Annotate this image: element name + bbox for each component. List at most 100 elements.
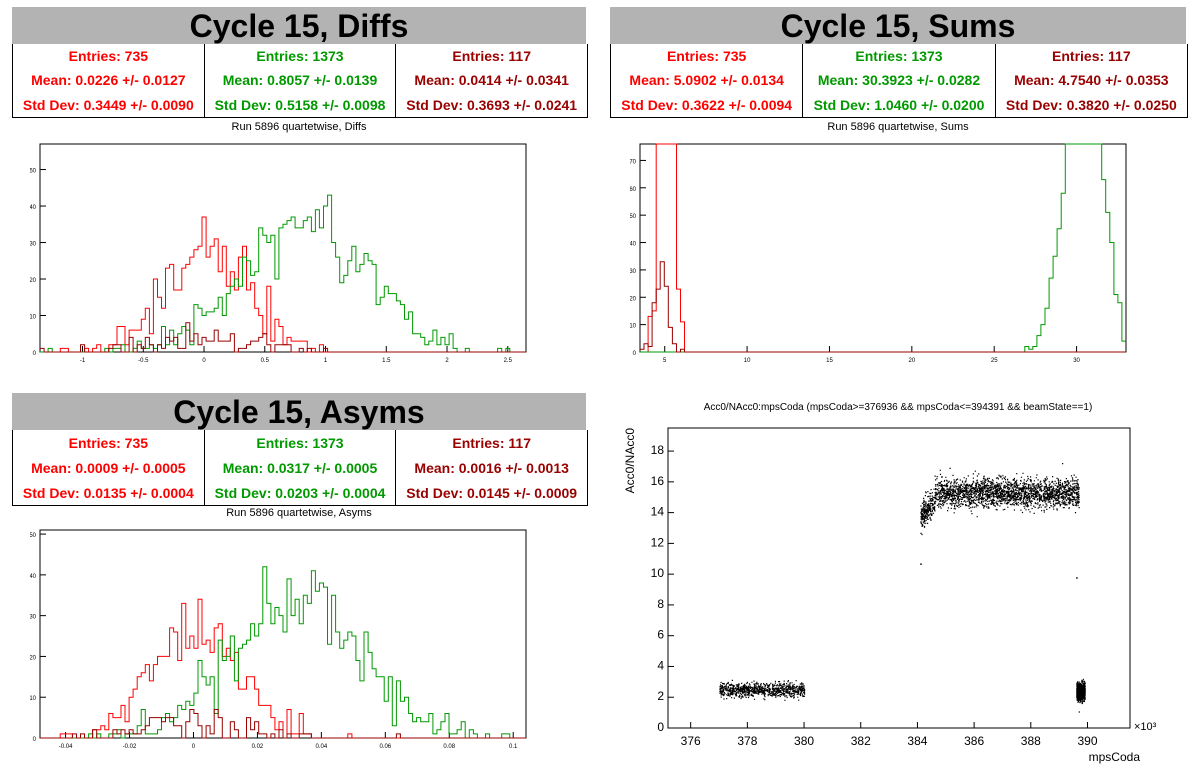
entries-text: Entries: 117 — [452, 48, 531, 65]
x-tick-label: 2 — [445, 358, 449, 364]
asyms-title: Cycle 15, Asyms — [12, 393, 586, 430]
y-tick-label: 12 — [651, 535, 665, 549]
scatter-cluster-0 — [719, 679, 806, 701]
x-tick-label: -0.02 — [123, 744, 137, 750]
mean-text: Mean: 5.0902 +/- 0.0134 — [629, 72, 784, 89]
x-tick-label: 15 — [826, 358, 833, 364]
y-tick-label: 20 — [30, 278, 37, 284]
y-tick-label: 60 — [630, 187, 637, 193]
y-tick-label: 70 — [630, 159, 637, 165]
scatter-plot: 376 378 380 382 384 386 388 390 0 2 4 6 8 10 12 14 16 18 ×… — [623, 427, 1157, 764]
x-tick-label: 5 — [663, 358, 667, 364]
histogram-series-0 — [40, 216, 526, 353]
x-tick-label: 10 — [744, 358, 751, 364]
y-tick-label: 20 — [630, 296, 637, 302]
sums-title: Cycle 15, Sums — [610, 7, 1186, 44]
x-tick-label: -1 — [80, 358, 86, 364]
y-tick-label: 50 — [630, 214, 637, 220]
y-tick-label: 50 — [30, 169, 37, 175]
y-tick-label: 14 — [651, 505, 665, 519]
y-tick-label: 2 — [657, 689, 664, 703]
x-scale-label: ×10³ — [1134, 721, 1157, 733]
y-tick-label: 30 — [630, 269, 637, 275]
x-tick-label: 376 — [681, 734, 701, 748]
y-tick-label: 50 — [30, 533, 37, 539]
y-tick-label: 40 — [30, 574, 37, 580]
stats-green: Entries: 1373 Mean: 0.8057 +/- 0.0139 St… — [205, 44, 397, 117]
mean-text: Mean: 30.3923 +/- 0.0282 — [817, 72, 981, 89]
y-tick-label: 30 — [30, 615, 37, 621]
asyms-stats-box: Entries: 735 Mean: 0.0009 +/- 0.0005 Std… — [12, 430, 588, 506]
x-tick-label: 0.04 — [316, 744, 328, 750]
y-tick-label: 6 — [657, 628, 664, 642]
y-tick-label: 0 — [633, 351, 637, 357]
entries-text: Entries: 117 — [1052, 48, 1131, 65]
entries-text: Entries: 1373 — [256, 48, 344, 65]
scatter-cluster-2 — [1076, 678, 1086, 713]
sums-caption: Run 5896 quartetwise, Sums — [827, 121, 969, 133]
diffs-histogram: -1 -0.5 0 0.5 1 1.5 2 2.5 0 10 20 30 40 50 — [30, 143, 527, 364]
x-tick-label: 384 — [907, 734, 927, 748]
y-tick-label: 16 — [651, 474, 665, 488]
x-tick-label: 390 — [1077, 734, 1097, 748]
stats-darkred: Entries: 117 Mean: 4.7540 +/- 0.0353 Std… — [996, 44, 1187, 117]
x-tick-label: 1.5 — [382, 358, 391, 364]
histogram-series-2 — [40, 709, 526, 739]
x-tick-label: 1 — [324, 358, 328, 364]
entries-text: Entries: 1373 — [256, 434, 344, 451]
entries-text: Entries: 117 — [452, 434, 531, 451]
histogram-series-2 — [40, 322, 526, 353]
sums-stats-box: Entries: 735 Mean: 5.0902 +/- 0.0134 Std… — [610, 44, 1188, 118]
x-tick-label: -0.04 — [59, 744, 73, 750]
asyms-histogram: -0.04 -0.02 0 0.02 0.04 0.06 0.08 0.1 0 10 20 30 40 5… — [30, 529, 527, 750]
std-text: Std Dev: 0.3449 +/- 0.0090 — [22, 96, 194, 113]
y-tick-label: 8 — [657, 597, 664, 611]
mean-text: Mean: 0.0016 +/- 0.0013 — [414, 459, 569, 476]
entries-text: Entries: 735 — [666, 48, 747, 65]
y-tick-label: 10 — [630, 324, 637, 330]
std-text: Std Dev: 0.0135 +/- 0.0004 — [22, 484, 194, 501]
asyms-caption: Run 5896 quartetwise, Asyms — [226, 507, 372, 519]
y-tick-label: 40 — [630, 242, 637, 248]
x-tick-label: 378 — [737, 734, 757, 748]
scatter-title: Acc0/NAcc0:mpsCoda (mpsCoda>=376936 && m… — [703, 402, 1093, 413]
plot-frame — [667, 427, 1131, 729]
x-tick-label: 388 — [1021, 734, 1041, 748]
mean-text: Mean: 4.7540 +/- 0.0353 — [1014, 72, 1169, 89]
x-tick-label: 386 — [964, 734, 984, 748]
histogram-series-1 — [40, 566, 526, 739]
histogram-series-1 — [640, 143, 1126, 353]
diffs-caption: Run 5896 quartetwise, Diffs — [231, 121, 367, 133]
diffs-stats-box: Entries: 735 Mean: 0.0226 +/- 0.0127 Std… — [12, 44, 588, 118]
histogram-series-2 — [640, 261, 1126, 353]
y-tick-label: 0 — [33, 351, 37, 357]
mean-text: Mean: 0.0317 +/- 0.0005 — [222, 459, 378, 476]
scatter-point — [1076, 577, 1078, 579]
x-tick-label: 380 — [794, 734, 814, 748]
y-axis-label: Acc0/NAcc0 — [623, 428, 637, 494]
y-tick-label: 0 — [33, 737, 37, 743]
x-axis-label: mpsCoda — [1089, 750, 1141, 764]
x-tick-label: 0.5 — [261, 358, 270, 364]
y-tick-label: 10 — [651, 566, 665, 580]
plot-frame — [39, 143, 527, 353]
mean-text: Mean: 0.0226 +/- 0.0127 — [31, 72, 186, 89]
entries-text: Entries: 1373 — [855, 48, 943, 65]
x-tick-label: 2.5 — [504, 358, 513, 364]
y-tick-label: 0 — [657, 720, 664, 734]
std-text: Std Dev: 0.3820 +/- 0.0250 — [1005, 96, 1177, 113]
stats-darkred: Entries: 117 Mean: 0.0016 +/- 0.0013 Std… — [396, 430, 587, 505]
sums-histogram: 5 10 15 20 25 30 0 10 20 30 40 50 60 70 — [630, 143, 1127, 364]
entries-text: Entries: 735 — [68, 48, 149, 65]
x-tick-label: 0 — [192, 744, 196, 750]
y-tick-label: 30 — [30, 242, 37, 248]
stats-green: Entries: 1373 Mean: 0.0317 +/- 0.0005 St… — [205, 430, 397, 505]
std-text: Std Dev: 0.3622 +/- 0.0094 — [621, 96, 793, 113]
x-tick-label: 0.06 — [379, 744, 391, 750]
stats-red: Entries: 735 Mean: 0.0226 +/- 0.0127 Std… — [13, 44, 205, 117]
y-tick-label: 4 — [657, 658, 664, 672]
x-tick-label: 0 — [202, 358, 206, 364]
x-tick-label: 25 — [991, 358, 998, 364]
x-tick-label: 0.02 — [252, 744, 264, 750]
y-tick-label: 18 — [651, 443, 665, 457]
